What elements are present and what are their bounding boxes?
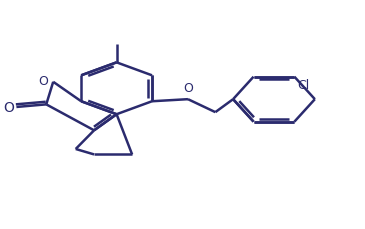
Text: O: O <box>38 75 48 88</box>
Text: O: O <box>183 82 193 95</box>
Text: Cl: Cl <box>297 79 310 91</box>
Text: O: O <box>3 101 14 114</box>
